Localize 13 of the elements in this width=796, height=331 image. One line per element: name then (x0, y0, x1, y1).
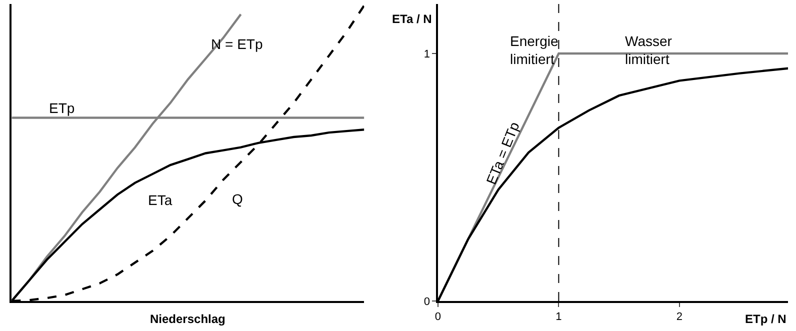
x-tick-label: 1 (556, 310, 562, 323)
x-tick-label: 2 (676, 310, 682, 323)
annotation: Energie limitiert (510, 33, 558, 68)
x-tick-label: 0 (434, 310, 442, 323)
annotation: Wasser limitiert (625, 33, 672, 68)
x-axis-title: Niederschlag (150, 312, 226, 326)
annotation: ETa = ETp (482, 119, 522, 187)
annotation: N = ETp (211, 36, 263, 52)
annotation: Q (232, 191, 243, 207)
annotation: ETa (148, 192, 172, 208)
y-axis-title: ETa / N (392, 12, 432, 26)
annotation: ETp (49, 100, 75, 116)
x-axis-title: ETp / N (745, 312, 786, 326)
